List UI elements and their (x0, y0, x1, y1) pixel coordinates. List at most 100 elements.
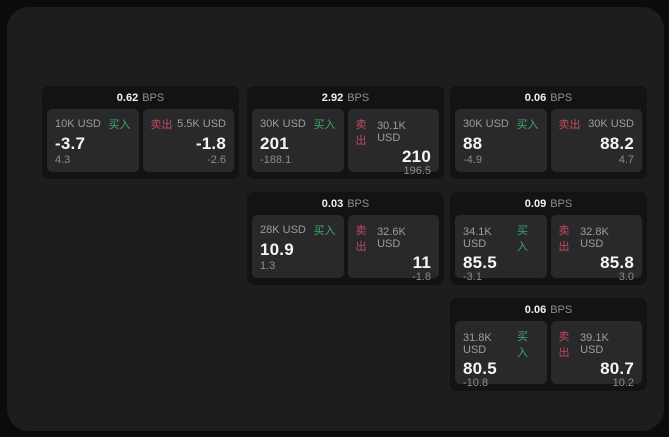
buy-price: 10.9 (260, 239, 294, 259)
buy-quote-tile[interactable]: 34.1K USD 买入 85.5 -3.1 (455, 215, 547, 283)
buy-quote-tile[interactable]: 10K USD 买入 -3.7 4.3 (47, 109, 139, 172)
sell-quote-tile[interactable]: 卖出 32.8K USD 85.8 3.0 (550, 215, 642, 283)
bps-unit-label: BPS (550, 303, 573, 316)
bps-value: 0.06 (524, 91, 547, 104)
sell-side-label: 卖出 (355, 225, 367, 253)
buy-change: 1.3 (260, 260, 276, 272)
sell-price: 210 (402, 147, 431, 166)
sell-quote-tile[interactable]: 卖出 30.1K USD 210 196.5 (347, 109, 439, 177)
card-header: 0.06 BPS (450, 298, 647, 321)
sell-change: 196.5 (403, 165, 431, 177)
sell-side-label: 卖出 (150, 119, 173, 131)
sell-quote-tile[interactable]: 卖出 5.5K USD -1.8 -2.6 (142, 109, 234, 172)
buy-change: -3.1 (463, 271, 482, 283)
buy-amount: 30K USD (463, 118, 509, 130)
sell-change: 10.2 (612, 377, 634, 389)
bps-value: 0.09 (524, 197, 547, 210)
sell-tile-header: 卖出 32.6K USD (356, 222, 432, 254)
sell-quote-tile[interactable]: 卖出 32.6K USD 11 -1.8 (347, 215, 439, 283)
buy-quote-tile[interactable]: 31.8K USD 买入 80.5 -10.8 (455, 321, 547, 389)
sell-tile-header: 卖出 39.1K USD (559, 328, 635, 360)
card-header: 0.03 BPS (247, 192, 444, 215)
buy-change: -188.1 (260, 154, 292, 166)
card-body: 31.8K USD 买入 80.5 -10.8 卖出 39.1K USD 80.… (450, 321, 647, 389)
sell-tile-header: 卖出 5.5K USD (151, 116, 227, 132)
buy-price: 201 (260, 133, 289, 153)
buy-side-label: 买入 (313, 225, 336, 237)
buy-change: 4.3 (55, 154, 71, 166)
buy-amount: 10K USD (55, 118, 101, 130)
buy-amount: 31.8K USD (463, 332, 492, 356)
card-body: 34.1K USD 买入 85.5 -3.1 卖出 32.8K USD 85.8… (450, 215, 647, 283)
buy-quote-tile[interactable]: 30K USD 买入 201 -188.1 (252, 109, 344, 172)
sell-price: 88.2 (600, 133, 634, 153)
sell-tile-header: 卖出 30.1K USD (356, 116, 432, 148)
sell-side-label: 卖出 (355, 119, 367, 147)
sell-price: -1.8 (195, 133, 226, 153)
quote-card: 2.92 BPS 30K USD 买入 201 -188.1 卖出 30.1K … (247, 86, 444, 179)
buy-tile-header: 31.8K USD 买入 (463, 328, 539, 360)
card-body: 28K USD 买入 10.9 1.3 卖出 32.6K USD 11 -1.8 (247, 215, 444, 283)
buy-amount: 30K USD (260, 118, 306, 130)
bps-unit-label: BPS (550, 91, 573, 104)
quote-card: 0.03 BPS 28K USD 买入 10.9 1.3 卖出 32.6K US… (247, 192, 444, 285)
buy-price: 85.5 (463, 253, 497, 272)
buy-side-label: 买入 (516, 119, 539, 131)
sell-amount: 39.1K USD (580, 332, 609, 356)
sell-change: 4.7 (618, 154, 634, 166)
card-header: 0.06 BPS (450, 86, 647, 109)
buy-change: -4.9 (463, 154, 482, 166)
bps-unit-label: BPS (347, 91, 370, 104)
buy-quote-tile[interactable]: 28K USD 买入 10.9 1.3 (252, 215, 344, 278)
quote-card: 0.62 BPS 10K USD 买入 -3.7 4.3 卖出 5.5K USD (42, 86, 239, 179)
card-body: 10K USD 买入 -3.7 4.3 卖出 5.5K USD -1.8 -2.… (42, 109, 239, 172)
buy-quote-tile[interactable]: 30K USD 买入 88 -4.9 (455, 109, 547, 172)
card-header: 2.92 BPS (247, 86, 444, 109)
sell-tile-header: 卖出 32.8K USD (559, 222, 635, 254)
buy-side-label: 买入 (108, 119, 131, 131)
card-body: 30K USD 买入 201 -188.1 卖出 30.1K USD 210 1… (247, 109, 444, 177)
bps-unit-label: BPS (347, 197, 370, 210)
buy-change: -10.8 (463, 377, 489, 389)
buy-tile-header: 28K USD 买入 (260, 222, 336, 238)
quote-card: 0.06 BPS 31.8K USD 买入 80.5 -10.8 卖出 39.1… (450, 298, 647, 391)
sell-price: 85.8 (600, 253, 634, 272)
bps-unit-label: BPS (142, 91, 165, 104)
buy-amount: 34.1K USD (463, 226, 492, 250)
sell-price: 80.7 (600, 359, 634, 378)
sell-amount: 30.1K USD (377, 120, 406, 144)
buy-tile-header: 34.1K USD 买入 (463, 222, 539, 254)
sell-amount: 30K USD (588, 118, 634, 130)
buy-tile-header: 30K USD 买入 (463, 116, 539, 132)
buy-price: 80.5 (463, 359, 497, 378)
buy-side-label: 买入 (516, 331, 528, 359)
bps-value: 2.92 (321, 91, 344, 104)
quote-card: 0.09 BPS 34.1K USD 买入 85.5 -3.1 卖出 32.8K… (450, 192, 647, 285)
buy-side-label: 买入 (516, 225, 528, 253)
bps-value: 0.06 (524, 303, 547, 316)
bps-value: 0.62 (116, 91, 139, 104)
sell-change: 3.0 (618, 271, 634, 283)
sell-amount: 32.6K USD (377, 226, 406, 250)
buy-price: -3.7 (55, 133, 86, 153)
buy-tile-header: 10K USD 买入 (55, 116, 131, 132)
sell-side-label: 卖出 (558, 119, 581, 131)
sell-amount: 32.8K USD (580, 226, 609, 250)
sell-change: -2.6 (207, 154, 226, 166)
sell-change: -1.8 (412, 271, 431, 283)
buy-price: 88 (463, 133, 483, 153)
buy-side-label: 买入 (313, 119, 336, 131)
sell-amount: 5.5K USD (177, 118, 226, 130)
card-header: 0.62 BPS (42, 86, 239, 109)
bps-value: 0.03 (321, 197, 344, 210)
sell-quote-tile[interactable]: 卖出 39.1K USD 80.7 10.2 (550, 321, 642, 389)
buy-amount: 28K USD (260, 224, 306, 236)
sell-side-label: 卖出 (558, 225, 570, 253)
buy-tile-header: 30K USD 买入 (260, 116, 336, 132)
sell-side-label: 卖出 (558, 331, 570, 359)
card-header: 0.09 BPS (450, 192, 647, 215)
quote-card: 0.06 BPS 30K USD 买入 88 -4.9 卖出 30K USD (450, 86, 647, 179)
sell-price: 11 (412, 253, 431, 272)
sell-quote-tile[interactable]: 卖出 30K USD 88.2 4.7 (550, 109, 642, 172)
